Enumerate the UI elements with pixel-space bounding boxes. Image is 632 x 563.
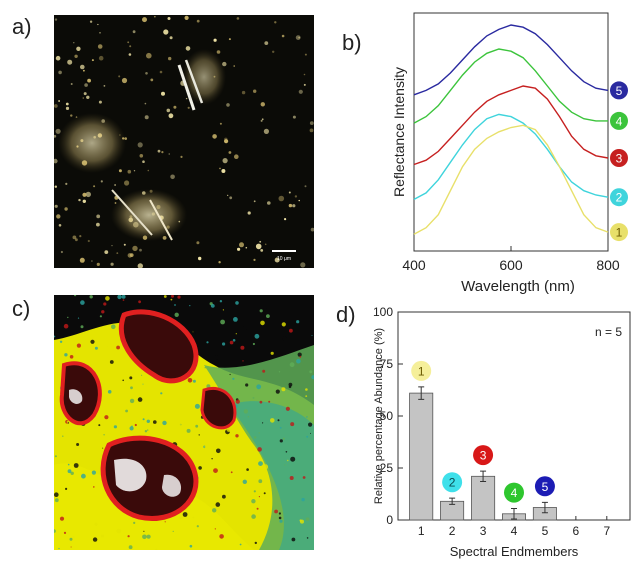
reflectance-spectra-chart: 400 600 800 5 4 3 2 1 Reflectance Intensity Wa… bbox=[391, 12, 628, 295]
panel-label-a: a) bbox=[12, 14, 32, 39]
error-bar-4 bbox=[511, 508, 517, 520]
panel-label-c: c) bbox=[12, 296, 31, 321]
endmember-marker-label-2: 2 bbox=[449, 476, 456, 490]
bar-3 bbox=[471, 475, 496, 521]
endmember-marker-label-5: 5 bbox=[542, 480, 549, 494]
endmember-marker-label-3: 3 bbox=[480, 449, 487, 463]
panel-label-b: b) bbox=[342, 30, 362, 55]
y-tick-label: 25 bbox=[380, 461, 394, 475]
endmember-marker-1 bbox=[411, 360, 432, 381]
y-tick-label: 0 bbox=[386, 513, 393, 527]
error-bar-2 bbox=[449, 497, 456, 505]
endmember-marker-5 bbox=[534, 476, 555, 497]
endmember-marker-3 bbox=[473, 445, 494, 466]
n-annotation: n = 5 bbox=[595, 325, 622, 339]
y-axis-label: Relative percentage Abundance (%) bbox=[373, 328, 385, 504]
legend-label-5: 5 bbox=[616, 84, 623, 98]
scale-bar-label: 10 μm bbox=[277, 256, 291, 262]
micrograph-image: 10 μm bbox=[54, 15, 314, 268]
spectrum-line-3 bbox=[413, 85, 609, 166]
legend-marker-3 bbox=[610, 149, 628, 167]
x-axis-label: Wavelength (nm) bbox=[461, 278, 575, 295]
spectrum-line-2 bbox=[413, 113, 609, 201]
endmember-marker-2 bbox=[442, 472, 463, 493]
error-bar-1 bbox=[418, 386, 425, 400]
error-bar-3 bbox=[480, 470, 487, 483]
x-tick-label: 6 bbox=[573, 524, 580, 538]
error-bar-5 bbox=[541, 501, 548, 514]
abundance-map-image bbox=[54, 295, 314, 550]
x-tick-label: 7 bbox=[603, 524, 610, 538]
legend-marker-5 bbox=[610, 81, 628, 100]
x-tick-label: 2 bbox=[449, 524, 456, 538]
y-axis-label: Reflectance Intensity bbox=[391, 67, 407, 197]
scale-bar bbox=[272, 250, 296, 252]
plot-frame bbox=[413, 12, 609, 252]
spectrum-line-1 bbox=[413, 124, 609, 235]
x-axis-label: Spectral Endmembers bbox=[450, 544, 579, 559]
x-tick-label: 3 bbox=[480, 524, 487, 538]
y-tick-label: 75 bbox=[380, 357, 394, 371]
abundance-bar-chart: 0 25 50 75 100 1 2 3 4 5 6 7 1 2 3 4 5 n = 5 Relative … bbox=[373, 305, 631, 559]
panel-label-d: d) bbox=[336, 302, 356, 327]
legend-label-3: 3 bbox=[616, 152, 623, 166]
x-tick-label: 800 bbox=[596, 257, 620, 273]
x-tick-label: 4 bbox=[511, 524, 518, 538]
legend-label-4: 4 bbox=[616, 114, 623, 128]
legend-label-1: 1 bbox=[616, 226, 623, 240]
x-tick-label: 400 bbox=[402, 257, 426, 273]
legend-marker-2 bbox=[610, 188, 628, 207]
endmember-marker-4 bbox=[504, 482, 524, 503]
y-tick-label: 50 bbox=[380, 409, 394, 423]
spectrum-line-4 bbox=[413, 48, 608, 124]
legend-marker-1 bbox=[610, 223, 628, 242]
legend-label-2: 2 bbox=[616, 191, 623, 205]
endmember-marker-label-1: 1 bbox=[418, 364, 425, 378]
x-tick-label: 5 bbox=[542, 524, 549, 538]
endmember-marker-label-4: 4 bbox=[511, 486, 518, 500]
legend-marker-4 bbox=[610, 111, 628, 130]
bar-1 bbox=[409, 392, 434, 521]
x-tick-label: 1 bbox=[418, 524, 425, 538]
spectrum-line-5 bbox=[413, 24, 609, 96]
x-tick-label: 600 bbox=[499, 257, 523, 273]
y-tick-label: 100 bbox=[373, 305, 393, 319]
